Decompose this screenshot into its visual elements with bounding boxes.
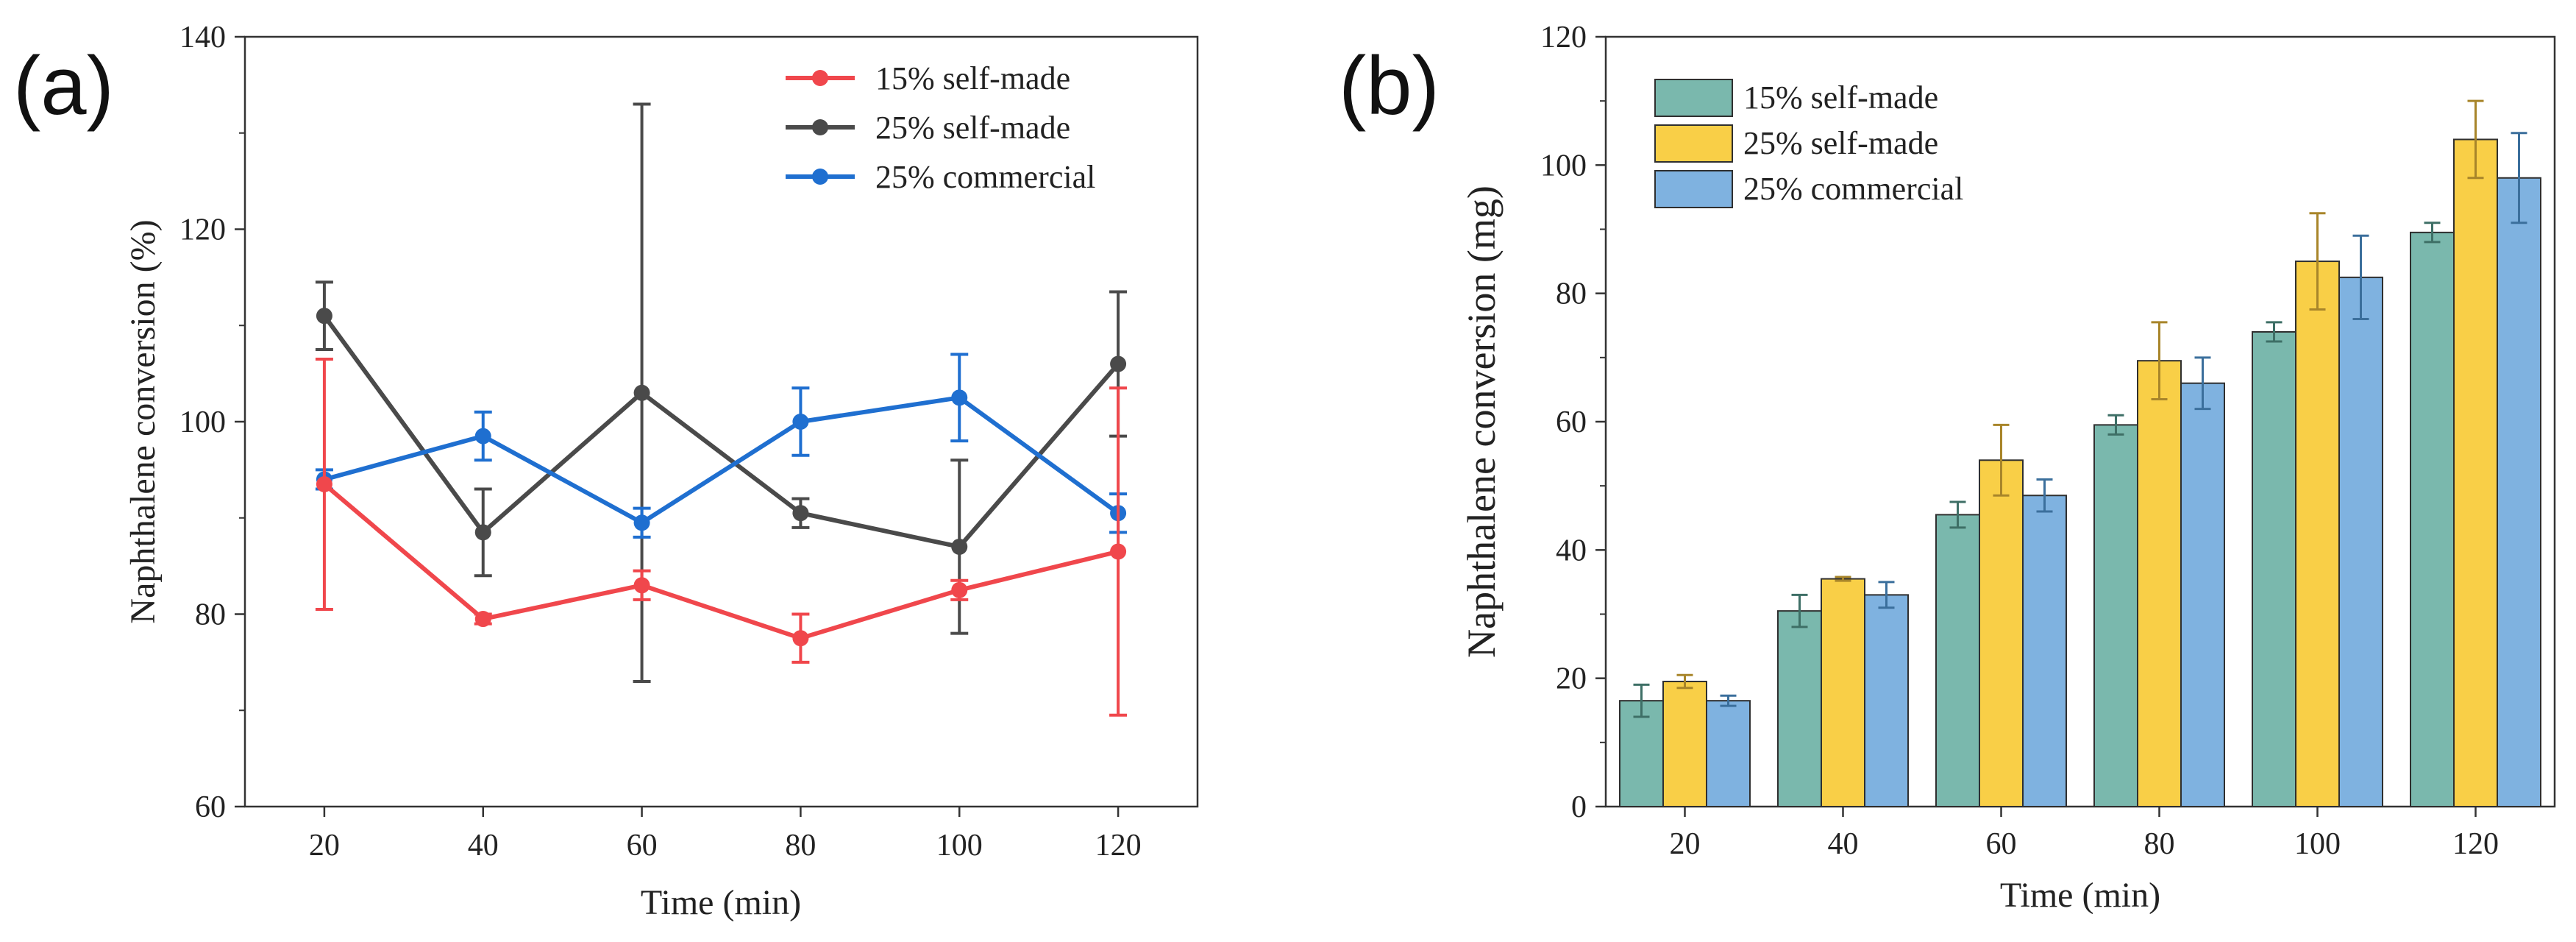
- data-point: [792, 630, 809, 647]
- series-2: [315, 353, 1128, 539]
- x-tick-label: 40: [468, 829, 499, 863]
- bar: [1979, 459, 2024, 807]
- bar: [2410, 231, 2455, 807]
- panel-b-axes: 0 20 40 60 80 100 120 20 40 60 80 100 120: [1540, 21, 2499, 861]
- panel-b-series: [1619, 99, 2541, 808]
- panel-a-line-chart: (a) 20 40 60 80 100 120 60 80 100 120 140 Time (mi…: [13, 21, 1199, 922]
- bar: [1777, 610, 1822, 807]
- panel-a-plot-frame: [243, 35, 1199, 808]
- panel-a-legend: 15% self-made 25% self-made 25% commercial: [786, 60, 1095, 195]
- legend-entry-label: 25% self-made: [1743, 125, 1938, 161]
- y-tick-label: 60: [195, 790, 226, 824]
- bar: [2252, 330, 2296, 807]
- data-point: [474, 524, 491, 541]
- series-2: [1706, 132, 2541, 807]
- y-tick-label: 20: [1556, 662, 1587, 696]
- legend-swatch: [1654, 79, 1733, 117]
- bar: [1706, 700, 1751, 807]
- x-tick-label: 120: [1095, 829, 1142, 863]
- data-point: [316, 308, 332, 325]
- data-point: [633, 384, 650, 401]
- x-tick-label: 80: [785, 829, 816, 863]
- x-tick-label: 40: [1828, 827, 1859, 861]
- legend-swatch-marker: [812, 119, 828, 135]
- data-point: [792, 505, 809, 522]
- x-tick-label: 20: [1670, 827, 1701, 861]
- series-0: [315, 358, 1128, 717]
- series-0: [1619, 222, 2455, 807]
- y-tick-label: 60: [1556, 406, 1587, 439]
- y-tick-label: 0: [1571, 790, 1587, 824]
- legend-entry-label: 15% self-made: [875, 60, 1070, 96]
- legend-entry-label: 25% self-made: [875, 110, 1070, 146]
- panel-a-axes: 20 40 60 80 100 120 60 80 100 120 140: [179, 21, 1142, 863]
- data-point: [792, 414, 809, 430]
- panel-b-x-axis-title: Time (min): [2000, 876, 2160, 915]
- data-point: [474, 428, 491, 445]
- series-line: [322, 482, 1119, 641]
- y-tick-label: 40: [1556, 534, 1587, 567]
- x-tick-label: 100: [2294, 827, 2341, 861]
- bar: [2338, 276, 2383, 807]
- panel-b-bar-chart: (b) 0 20 40 60 80 100 120 20 40 60 80 100 120 Time (…: [1339, 21, 2556, 915]
- y-tick-label: 120: [179, 213, 226, 247]
- panel-a-label: (a): [13, 40, 114, 132]
- series-line: [322, 314, 1120, 549]
- legend-swatch: [1654, 170, 1733, 208]
- panel-a-y-axis-title: Naphthalene conversion (%): [124, 219, 163, 623]
- bar: [2453, 138, 2498, 807]
- bar: [1821, 578, 1865, 808]
- data-point: [633, 577, 650, 594]
- y-tick-label: 80: [195, 598, 226, 632]
- y-tick-label: 100: [1540, 149, 1587, 183]
- x-tick-label: 120: [2452, 827, 2499, 861]
- bar: [2137, 360, 2182, 808]
- y-tick-label: 100: [179, 406, 226, 439]
- panel-a-x-axis-title: Time (min): [641, 883, 801, 922]
- x-tick-label: 60: [627, 829, 658, 863]
- data-point: [1110, 355, 1127, 372]
- y-tick-label: 120: [1540, 21, 1587, 54]
- series-line: [324, 395, 1120, 525]
- panel-b-label: (b): [1339, 40, 1440, 132]
- x-tick-label: 100: [936, 829, 983, 863]
- legend-swatch-marker: [812, 70, 828, 86]
- legend-entry-label: 15% self-made: [1743, 79, 1938, 116]
- x-tick-label: 80: [2144, 827, 2175, 861]
- data-point: [1110, 543, 1127, 560]
- bar: [2022, 495, 2067, 807]
- panel-b-y-axis-title: Naphthalene conversion (mg): [1459, 185, 1504, 658]
- bar: [1935, 514, 1980, 807]
- data-point: [951, 538, 968, 555]
- legend-entry-label: 25% commercial: [875, 159, 1095, 195]
- legend-swatch: [1654, 124, 1733, 163]
- bar: [2295, 261, 2340, 808]
- legend-entry-label: 25% commercial: [1743, 171, 1963, 207]
- data-point: [316, 475, 332, 492]
- bar: [1662, 681, 1707, 808]
- y-tick-label: 80: [1556, 277, 1587, 311]
- bar: [2497, 177, 2541, 807]
- data-point: [474, 611, 491, 628]
- legend-swatch-marker: [812, 169, 828, 185]
- panel-b-legend: 15% self-made 25% self-made 25% commercial: [1654, 79, 1963, 208]
- data-point: [951, 389, 968, 406]
- x-tick-label: 20: [309, 829, 340, 863]
- panel-a-series: [315, 102, 1128, 717]
- y-tick-label: 140: [179, 21, 226, 54]
- data-point: [633, 514, 650, 531]
- bar: [1864, 594, 1909, 807]
- x-tick-label: 60: [1986, 827, 2017, 861]
- bar: [2093, 424, 2138, 807]
- bar: [2180, 382, 2225, 807]
- data-point: [951, 581, 968, 598]
